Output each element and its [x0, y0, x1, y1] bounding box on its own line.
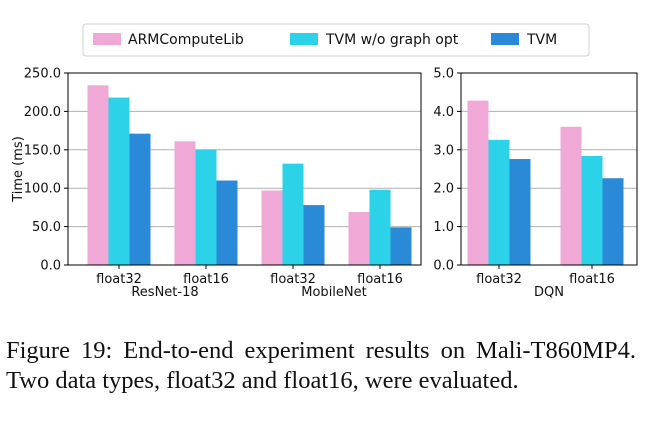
chart1-xtick-label: float32 — [96, 272, 142, 287]
chart1-frame — [67, 72, 422, 266]
chart1-ytick-label: 150.0 — [24, 143, 61, 158]
bar — [348, 212, 370, 265]
group-label-mobilenet: MobileNet — [301, 285, 366, 300]
legend-frame — [82, 23, 590, 57]
chart2-xtick-label: float16 — [569, 272, 615, 287]
chart1-ytick-label: 100.0 — [24, 182, 61, 197]
chart-resnet-mobilenet: 0.0 50.0 100.0 150.0 200.0 250.0 float32 float… — [11, 67, 422, 300]
bar — [87, 85, 109, 266]
chart2-ytick-label: 3.0 — [433, 143, 454, 158]
legend-swatch-armcomputelib — [93, 33, 121, 45]
bar — [282, 163, 304, 265]
bar — [195, 149, 217, 265]
bar — [108, 97, 130, 266]
chart2-ytick-label: 1.0 — [433, 220, 454, 235]
bar — [488, 139, 510, 265]
bar — [509, 159, 531, 265]
chart2-ytick-label: 0.0 — [433, 259, 454, 274]
chart-dqn: 0.0 1.0 2.0 3.0 4.0 5.0 float32 float16 DQN — [433, 67, 638, 300]
group-label-dqn: DQN — [534, 285, 564, 300]
bar — [261, 190, 283, 265]
chart2-ytick-label: 5.0 — [433, 67, 454, 82]
bar — [467, 100, 489, 265]
chart2-xtick-label: float32 — [476, 272, 522, 287]
legend: ARMComputeLib TVM w/o graph opt TVM — [82, 23, 590, 57]
legend-label-tvm-no-graph-opt: TVM w/o graph opt — [325, 32, 459, 48]
bar — [216, 180, 238, 265]
bar — [560, 126, 582, 265]
chart1-xtick-label: float16 — [357, 272, 403, 287]
legend-swatch-tvm-no-graph-opt — [290, 33, 318, 45]
chart1-ytick-label: 0.0 — [40, 259, 61, 274]
chart2-ytick-label: 4.0 — [433, 105, 454, 120]
chart1-ytick-label: 250.0 — [24, 67, 61, 82]
chart2-frame — [460, 72, 638, 266]
chart1-xtick-label: float32 — [270, 272, 316, 287]
legend-label-tvm: TVM — [526, 32, 557, 48]
bar — [369, 189, 391, 265]
chart2-ytick-label: 2.0 — [433, 182, 454, 197]
bar — [129, 133, 151, 265]
bar — [174, 141, 196, 265]
bar — [581, 155, 603, 265]
group-label-resnet18: ResNet-18 — [131, 285, 198, 300]
figure-caption: Figure 19: End-to-end experiment results… — [6, 337, 636, 394]
legend-swatch-tvm — [491, 33, 519, 45]
legend-label-armcomputelib: ARMComputeLib — [128, 32, 244, 48]
bar — [303, 205, 325, 265]
bar — [602, 178, 624, 265]
chart1-xtick-label: float16 — [183, 272, 229, 287]
bar — [390, 227, 412, 265]
chart1-ytick-label: 200.0 — [24, 105, 61, 120]
chart1-ytick-label: 50.0 — [32, 220, 61, 235]
chart1-ylabel: Time (ms) — [11, 136, 26, 203]
figure: ARMComputeLib TVM w/o graph opt TVM 0.0 5… — [11, 23, 638, 300]
